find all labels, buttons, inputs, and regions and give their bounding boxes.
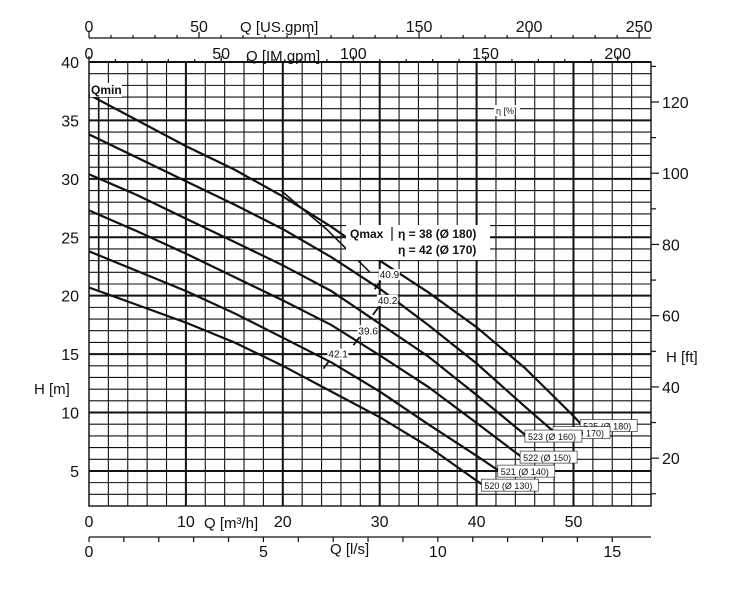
x-us-tick-label: 150 xyxy=(406,19,433,36)
y-tick-label: 30 xyxy=(61,172,79,189)
curve-label-box xyxy=(481,478,539,492)
y2-tick-label: 40 xyxy=(662,380,680,397)
efficiency-label: 40.9 xyxy=(380,270,400,281)
curves xyxy=(88,93,585,487)
x-tick-label: 0 xyxy=(85,514,94,531)
curve-label-box xyxy=(524,429,583,443)
qmin-label: Qmin xyxy=(91,83,122,97)
efficiency-label: 40.2 xyxy=(378,296,398,307)
x-us-tick-label: 200 xyxy=(516,19,543,36)
efficiency-label-bg xyxy=(378,269,400,281)
qmax-label-bg xyxy=(346,225,490,260)
y-tick-label: 20 xyxy=(61,289,79,306)
x-tick-label: 40 xyxy=(468,514,486,531)
x-us-axis-label: Q [US.gpm] xyxy=(240,19,318,36)
efficiency-label-bg xyxy=(357,325,379,337)
curve-label-520: 520 (Ø 130) xyxy=(484,481,532,491)
y-tick-label: 25 xyxy=(61,230,79,247)
x-im-tick-label: 100 xyxy=(340,46,367,63)
eta-pct-label-bg xyxy=(494,105,520,116)
y2-tick-label: 80 xyxy=(662,237,680,254)
efficiency-mark xyxy=(372,306,380,316)
curve-521 xyxy=(88,250,502,474)
x-tick-label: 50 xyxy=(565,514,583,531)
curve-522 xyxy=(88,209,524,459)
y-tick-label: 5 xyxy=(70,464,79,481)
x-ls-axis-label: Q [l/s] xyxy=(330,541,369,558)
y2-tick-label: 100 xyxy=(662,166,689,183)
x-axis-label: Q [m³/h] xyxy=(204,515,258,532)
x-ls-tick-label: 5 xyxy=(259,544,268,561)
efficiency-mark xyxy=(322,360,331,370)
y2-tick-label: 20 xyxy=(662,451,680,468)
eta-38-label: η = 38 (Ø 180) xyxy=(398,227,476,241)
x-im-tick-label: 50 xyxy=(212,46,230,63)
x-im-tick-label: 200 xyxy=(604,46,631,63)
y-tick-label: 10 xyxy=(61,406,79,423)
curve-520 xyxy=(88,286,485,487)
curve-label-523: 523 (Ø 160) xyxy=(528,432,576,442)
plot-frame xyxy=(88,61,652,507)
efficiency-mark xyxy=(352,336,361,346)
efficiency-label-bg xyxy=(327,348,349,360)
y2-axis-label: H [ft] xyxy=(666,349,698,366)
x-im-axis-label: Q [IM.gpm] xyxy=(246,48,320,65)
efficiency-mark xyxy=(374,280,382,290)
x-tick-label: 30 xyxy=(371,514,389,531)
x-im-tick-label: 0 xyxy=(85,46,94,63)
curve-label-box xyxy=(519,450,578,464)
eta-pct-label: η [%] xyxy=(496,106,517,116)
x-tick-label: 10 xyxy=(177,514,195,531)
y-axis-label: H [m] xyxy=(34,381,70,398)
labels: 525 (Ø 180)524 (Ø 170)523 (Ø 160)522 (Ø … xyxy=(90,83,638,492)
x-tick-label: 20 xyxy=(274,514,292,531)
qmax-label: Qmax xyxy=(350,227,384,241)
y2-tick-label: 120 xyxy=(662,95,689,112)
curve-524 xyxy=(88,133,557,435)
qmin-label-bg xyxy=(90,83,122,97)
x-ls-tick-label: 10 xyxy=(429,544,447,561)
curve-label-box xyxy=(497,464,556,478)
y2-tick-label: 60 xyxy=(662,309,680,326)
x-us-tick-label: 250 xyxy=(626,19,653,36)
efficiency-label: 42.1 xyxy=(328,350,348,361)
curve-523 xyxy=(88,173,529,438)
curve-label-521: 521 (Ø 140) xyxy=(501,467,549,477)
x-ls-tick-label: 0 xyxy=(85,544,94,561)
x-ls-tick-label: 15 xyxy=(603,544,621,561)
y-tick-label: 40 xyxy=(61,55,79,72)
x-im-tick-label: 150 xyxy=(472,46,499,63)
x-us-tick-label: 50 xyxy=(190,19,208,36)
x-us-tick-label: 0 xyxy=(85,19,94,36)
y-tick-label: 15 xyxy=(61,347,79,364)
efficiency-label: 39.6 xyxy=(358,326,378,337)
curve-label-522: 522 (Ø 150) xyxy=(523,453,571,463)
y-tick-label: 35 xyxy=(61,113,79,130)
eta-42-label: η = 42 (Ø 170) xyxy=(398,243,476,257)
efficiency-label-bg xyxy=(376,294,398,306)
